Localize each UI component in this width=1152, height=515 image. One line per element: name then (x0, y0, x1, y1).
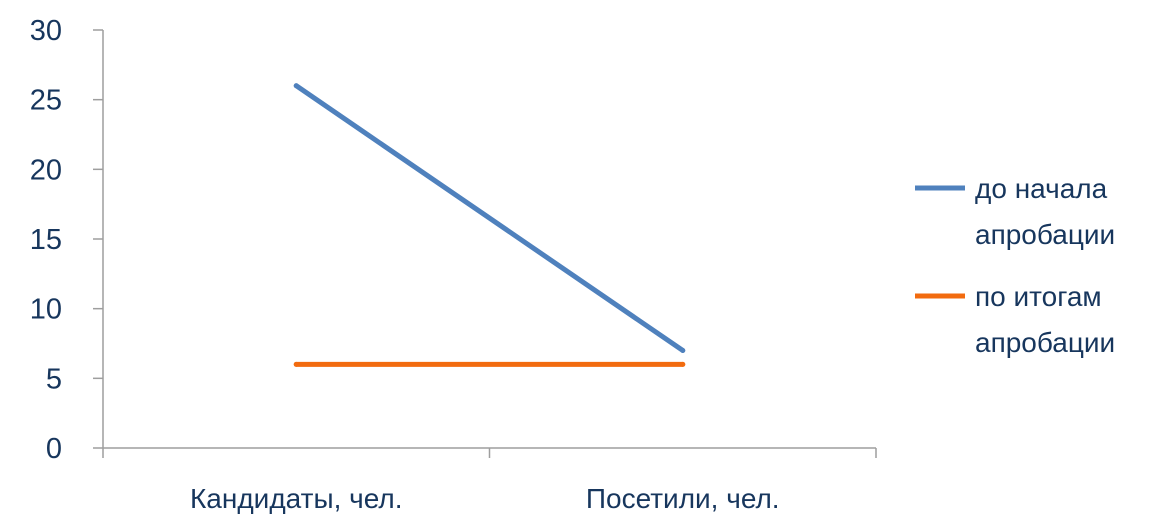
data-point (680, 361, 686, 367)
y-tick-label: 5 (46, 363, 62, 395)
y-tick-label: 15 (30, 224, 62, 256)
x-category-label: Кандидаты, чел. (190, 483, 402, 514)
y-tick-label: 0 (46, 433, 62, 465)
x-category-label: Посетили, чел. (586, 483, 780, 514)
legend-label: по итогам (975, 281, 1102, 312)
chart-axes (102, 30, 876, 449)
series-line-1 (293, 83, 686, 353)
series-lines (293, 83, 686, 367)
data-point (293, 83, 299, 89)
data-point (293, 361, 299, 367)
legend-label: до начала (975, 173, 1108, 204)
y-tick-label: 20 (30, 154, 62, 186)
y-tick-label: 10 (30, 294, 62, 326)
y-tick-label: 25 (30, 85, 62, 117)
data-point (680, 347, 686, 353)
legend: до начала апробации по итогам апробации (915, 173, 1115, 358)
x-axis-ticks: Кандидаты, чел. Посетили, чел. (102, 448, 877, 514)
y-axis-ticks: 0 5 10 15 20 25 30 (30, 15, 103, 465)
legend-label: апробации (975, 219, 1115, 250)
y-tick-label: 30 (30, 15, 62, 47)
legend-label: апробации (975, 327, 1115, 358)
